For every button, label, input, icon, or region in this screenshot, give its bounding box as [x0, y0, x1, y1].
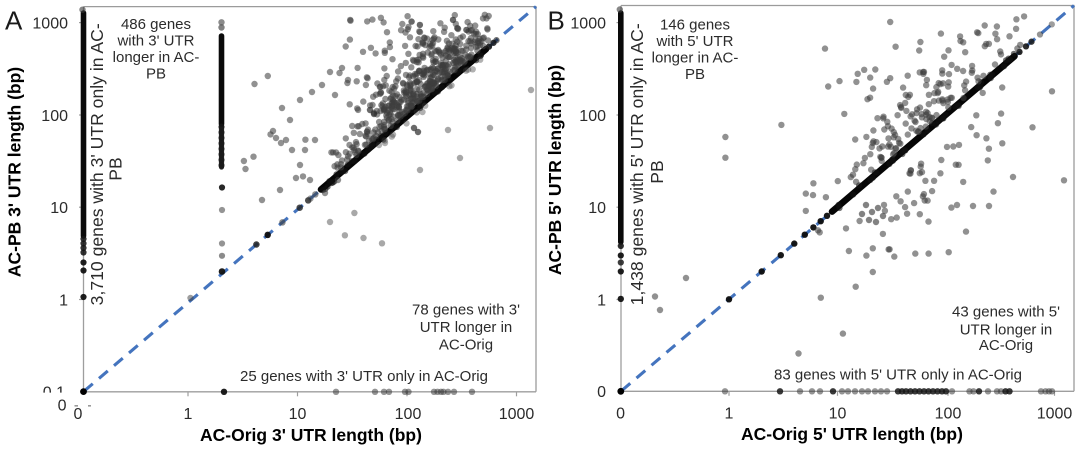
svg-text:0: 0 [597, 384, 606, 401]
svg-text:0: 0 [58, 398, 67, 415]
svg-text:AC-Orig: AC-Orig [979, 337, 1033, 354]
svg-text:PB: PB [685, 66, 705, 83]
svg-text:with 3' UTR: with 3' UTR [116, 33, 194, 50]
svg-text:10: 10 [588, 200, 606, 217]
svg-text:UTR longer in: UTR longer in [960, 321, 1053, 338]
svg-text:with 5' UTR: with 5' UTR [655, 33, 733, 50]
svg-text:PB: PB [647, 160, 667, 183]
svg-text:1000: 1000 [1037, 406, 1073, 423]
svg-text:AC-Orig: AC-Orig [439, 336, 493, 353]
svg-text:1000: 1000 [499, 406, 535, 423]
svg-text:longer in AC-: longer in AC- [652, 50, 739, 67]
svg-text:AC-Orig 3' UTR length (bp): AC-Orig 3' UTR length (bp) [200, 425, 422, 445]
svg-text:PB: PB [146, 66, 166, 83]
svg-text:146 genes: 146 genes [660, 16, 730, 33]
svg-text:100: 100 [41, 108, 68, 125]
svg-text:10: 10 [829, 406, 847, 423]
svg-text:PB: PB [106, 157, 126, 180]
svg-text:10: 10 [289, 406, 307, 423]
svg-text:3,710 genes with 3' UTR only i: 3,710 genes with 3' UTR only in AC- [87, 23, 107, 305]
svg-text:83 genes with 5' UTR only in A: 83 genes with 5' UTR only in AC-Orig [774, 366, 1022, 383]
svg-text:AC-Orig 5' UTR length (bp): AC-Orig 5' UTR length (bp) [741, 424, 963, 444]
svg-text:10: 10 [50, 200, 68, 217]
svg-text:A: A [5, 6, 23, 36]
svg-text:1: 1 [597, 293, 606, 310]
svg-text:1: 1 [59, 293, 68, 310]
svg-text:1000: 1000 [32, 15, 68, 32]
svg-text:1000: 1000 [570, 15, 606, 32]
svg-text:longer in AC-: longer in AC- [113, 49, 200, 66]
svg-text:B: B [548, 6, 565, 36]
svg-text:43 genes with 5': 43 genes with 5' [952, 303, 1060, 320]
svg-text:100: 100 [579, 108, 606, 125]
svg-text:100: 100 [395, 406, 422, 423]
svg-text:AC-PB 5' UTR length (bp): AC-PB 5' UTR length (bp) [545, 65, 565, 275]
svg-text:1: 1 [184, 406, 193, 423]
svg-text:0: 0 [74, 406, 83, 423]
svg-text:1: 1 [725, 406, 734, 423]
svg-text:1,438 genes with 5' UTR only i: 1,438 genes with 5' UTR only in AC- [627, 23, 647, 305]
svg-text:0.1: 0.1 [43, 385, 65, 402]
svg-text:486 genes: 486 genes [121, 16, 191, 33]
svg-text:78 genes with 3': 78 genes with 3' [412, 301, 520, 318]
svg-text:UTR longer in: UTR longer in [420, 319, 513, 336]
svg-text:25 genes with 3' UTR only in A: 25 genes with 3' UTR only in AC-Orig [240, 368, 488, 385]
svg-text:AC-PB 3' UTR length (bp): AC-PB 3' UTR length (bp) [5, 67, 25, 277]
svg-text:100: 100 [935, 406, 962, 423]
svg-text:0: 0 [616, 406, 625, 423]
